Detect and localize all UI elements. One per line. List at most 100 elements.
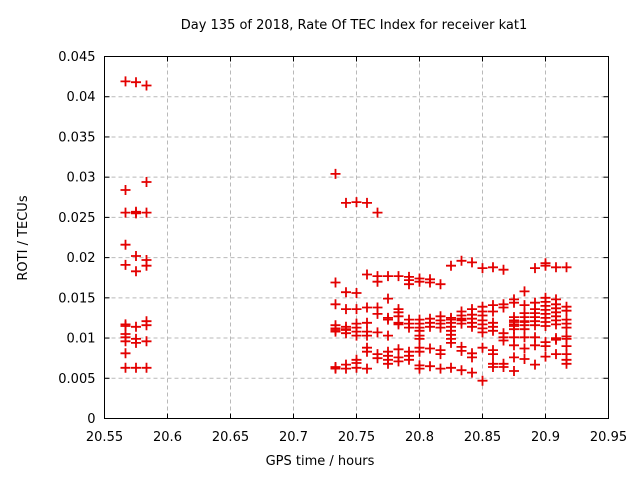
data-point-marker xyxy=(141,362,152,373)
data-point-marker xyxy=(404,279,414,290)
data-point-marker xyxy=(383,358,393,369)
data-point-marker xyxy=(383,314,393,325)
data-point-marker xyxy=(383,271,393,282)
data-point-marker xyxy=(561,358,572,369)
data-point-marker xyxy=(425,343,435,354)
x-tick-label: 20.85 xyxy=(464,430,501,445)
tick-marks xyxy=(104,56,609,419)
data-point-marker xyxy=(131,362,141,373)
data-point-marker xyxy=(456,255,467,266)
data-point-marker xyxy=(435,349,446,360)
y-tick-label: 0.03 xyxy=(67,171,96,186)
data-point-marker xyxy=(120,76,131,87)
data-point-marker xyxy=(509,366,519,376)
data-point-marker xyxy=(372,276,383,287)
data-point-marker xyxy=(362,330,372,341)
data-point-marker xyxy=(540,260,551,271)
x-tick-label: 20.6 xyxy=(153,430,182,445)
y-axis-label: ROTI / TECUs xyxy=(16,195,31,280)
data-point-marker xyxy=(519,332,530,343)
data-point-marker xyxy=(351,197,362,208)
data-point-marker xyxy=(141,260,152,271)
y-tick-labels: 0 0.005 0.01 0.015 0.02 0.025 0.03 0.035 0.04 0.0… xyxy=(58,50,95,427)
x-tick-label: 20.8 xyxy=(405,430,434,445)
y-tick-label: 0 xyxy=(87,412,95,427)
chart-title: Day 135 of 2018, Rate Of TEC Index for r… xyxy=(181,18,528,33)
data-point-marker xyxy=(341,304,351,315)
data-point-marker xyxy=(540,351,551,362)
data-point-marker xyxy=(393,319,404,330)
data-point-marker xyxy=(120,239,131,250)
data-point-marker xyxy=(519,343,530,354)
data-points xyxy=(120,76,572,386)
data-point-marker xyxy=(120,185,131,195)
data-point-marker xyxy=(131,337,141,348)
data-point-marker xyxy=(477,263,488,274)
data-point-marker xyxy=(383,330,393,341)
data-point-marker xyxy=(551,334,561,345)
data-point-marker xyxy=(561,305,572,316)
data-point-marker xyxy=(341,197,351,208)
data-point-marker xyxy=(456,345,467,356)
data-point-marker xyxy=(362,346,372,357)
data-point-marker xyxy=(509,352,519,363)
y-tick-label: 0.01 xyxy=(67,332,96,347)
data-point-marker xyxy=(509,297,519,308)
data-point-marker xyxy=(467,352,477,363)
data-point-marker xyxy=(120,207,131,218)
data-point-marker xyxy=(141,336,152,347)
data-point-marker xyxy=(414,363,425,374)
data-point-marker xyxy=(404,354,414,365)
x-tick-label: 20.95 xyxy=(590,430,627,445)
data-point-marker xyxy=(477,375,488,386)
data-point-marker xyxy=(362,363,372,374)
data-point-marker xyxy=(530,263,540,274)
data-point-marker xyxy=(519,354,530,364)
data-point-marker xyxy=(141,177,152,187)
data-point-marker xyxy=(341,363,351,374)
data-point-marker xyxy=(351,362,362,373)
data-point-marker xyxy=(498,264,509,275)
data-point-marker xyxy=(425,361,435,372)
data-point-marker xyxy=(141,320,152,331)
data-point-marker xyxy=(372,308,383,319)
data-point-marker xyxy=(540,321,551,331)
data-point-marker xyxy=(540,341,551,352)
y-tick-label: 0.025 xyxy=(58,211,95,226)
x-tick-labels: 20.55 20.6 20.65 20.7 20.75 20.8 20.85 20.9 20.9… xyxy=(86,430,627,445)
data-point-marker xyxy=(120,348,131,359)
data-point-marker xyxy=(362,197,372,208)
data-point-marker xyxy=(383,293,393,304)
data-point-marker xyxy=(362,269,372,280)
x-tick-label: 20.55 xyxy=(86,430,123,445)
data-point-marker xyxy=(131,251,141,261)
data-point-marker xyxy=(488,262,498,273)
data-point-marker xyxy=(330,277,341,288)
data-point-marker xyxy=(341,287,351,298)
data-point-marker xyxy=(414,333,425,344)
data-point-marker xyxy=(131,266,141,277)
data-point-marker xyxy=(509,340,519,351)
data-point-marker xyxy=(561,262,572,273)
data-point-marker xyxy=(351,288,362,298)
data-point-marker xyxy=(131,208,141,219)
data-point-marker xyxy=(393,356,404,367)
data-point-marker xyxy=(530,359,540,370)
data-point-marker xyxy=(120,259,131,270)
x-tick-label: 20.65 xyxy=(212,430,249,445)
data-point-marker xyxy=(393,271,404,282)
data-point-marker xyxy=(141,207,152,218)
x-axis-label: GPS time / hours xyxy=(266,454,375,469)
data-point-marker xyxy=(435,322,446,333)
data-point-marker xyxy=(362,317,372,328)
y-tick-label: 0.015 xyxy=(58,291,95,306)
data-point-marker xyxy=(551,349,561,360)
data-point-marker xyxy=(498,302,509,313)
data-point-marker xyxy=(362,302,372,313)
data-point-marker xyxy=(551,262,561,273)
data-point-marker xyxy=(435,363,446,374)
y-tick-label: 0.045 xyxy=(58,50,95,65)
data-point-marker xyxy=(530,320,540,331)
